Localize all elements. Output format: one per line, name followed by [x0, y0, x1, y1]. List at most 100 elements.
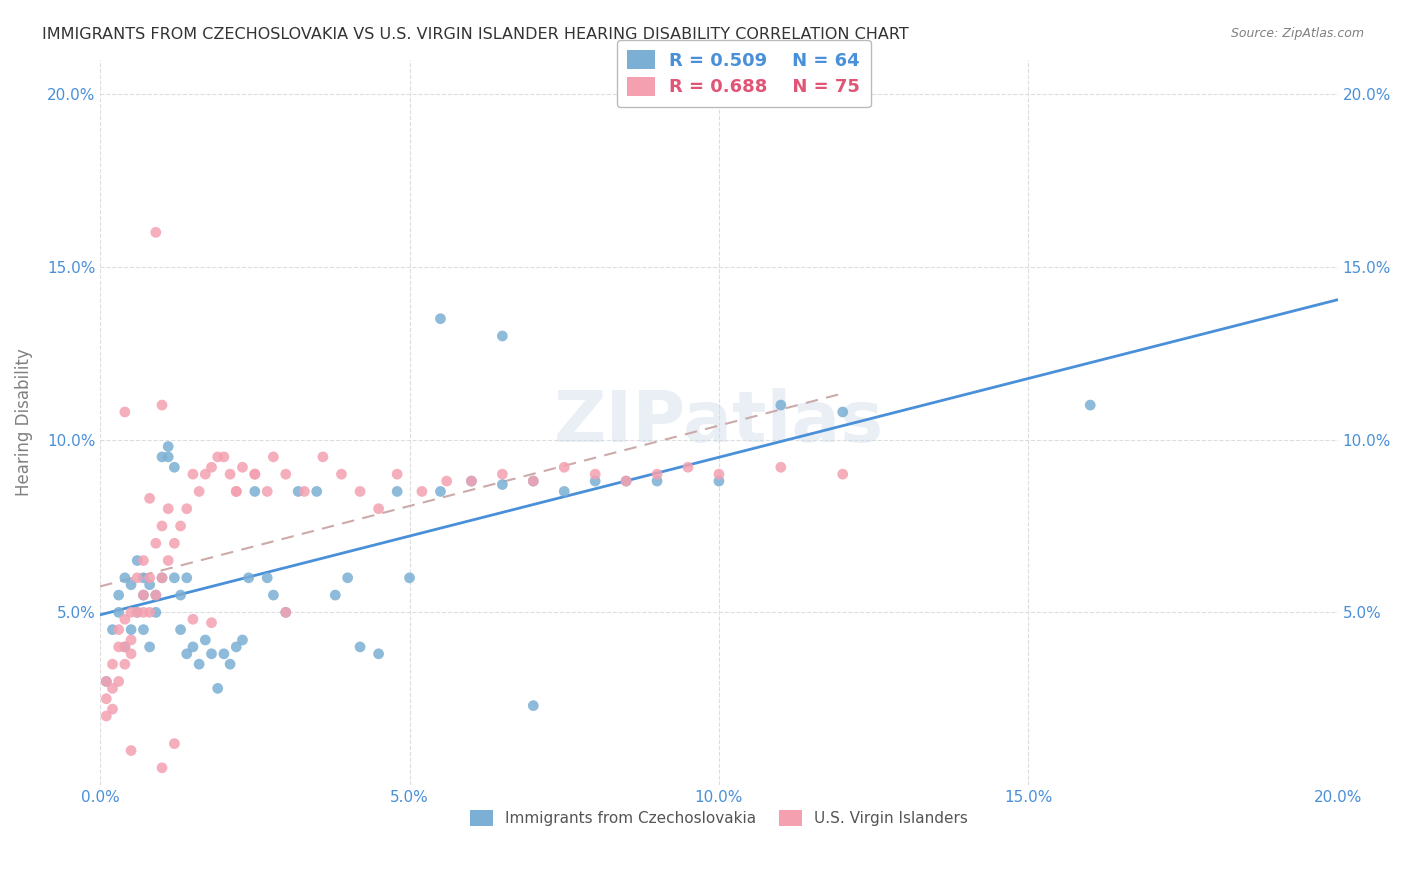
Point	[243, 467, 266, 482]
Point	[132, 571, 155, 585]
Point	[114, 405, 136, 419]
Point	[101, 681, 124, 696]
Point	[262, 450, 284, 464]
Point	[522, 474, 544, 488]
Point	[107, 623, 129, 637]
Point	[292, 484, 315, 499]
Point	[157, 440, 180, 454]
Point	[169, 588, 191, 602]
Point	[120, 743, 142, 757]
Point	[145, 588, 167, 602]
Point	[491, 467, 513, 482]
Point	[96, 691, 118, 706]
Point	[132, 605, 155, 619]
Point	[583, 474, 606, 488]
Point	[212, 647, 235, 661]
Point	[385, 467, 408, 482]
Point	[169, 519, 191, 533]
Point	[200, 615, 222, 630]
Point	[831, 405, 853, 419]
Point	[522, 474, 544, 488]
Point	[101, 657, 124, 672]
Point	[436, 474, 458, 488]
Point	[238, 571, 260, 585]
Point	[101, 702, 124, 716]
Point	[553, 460, 575, 475]
Point	[256, 571, 278, 585]
Point	[163, 571, 186, 585]
Point	[243, 484, 266, 499]
Point	[163, 737, 186, 751]
Point	[163, 536, 186, 550]
Point	[583, 467, 606, 482]
Point	[491, 329, 513, 343]
Point	[127, 553, 149, 567]
Point	[127, 605, 149, 619]
Point	[120, 605, 142, 619]
Point	[1078, 398, 1101, 412]
Point	[107, 640, 129, 654]
Point	[96, 709, 118, 723]
Point	[107, 588, 129, 602]
Text: Source: ZipAtlas.com: Source: ZipAtlas.com	[1230, 27, 1364, 40]
Point	[243, 467, 266, 482]
Point	[274, 467, 297, 482]
Point	[194, 467, 217, 482]
Point	[645, 474, 668, 488]
Point	[219, 467, 242, 482]
Point	[349, 484, 371, 499]
Point	[305, 484, 328, 499]
Point	[207, 450, 229, 464]
Point	[207, 681, 229, 696]
Point	[96, 674, 118, 689]
Point	[200, 647, 222, 661]
Point	[138, 578, 160, 592]
Point	[349, 640, 371, 654]
Point	[145, 225, 167, 239]
Point	[176, 647, 198, 661]
Point	[460, 474, 482, 488]
Point	[150, 519, 173, 533]
Point	[107, 674, 129, 689]
Point	[188, 484, 211, 499]
Point	[114, 612, 136, 626]
Point	[120, 647, 142, 661]
Point	[157, 450, 180, 464]
Point	[181, 612, 204, 626]
Point	[398, 571, 420, 585]
Point	[181, 640, 204, 654]
Point	[150, 761, 173, 775]
Point	[367, 501, 389, 516]
Point	[194, 632, 217, 647]
Point	[274, 605, 297, 619]
Y-axis label: Hearing Disability: Hearing Disability	[15, 349, 32, 496]
Point	[614, 474, 637, 488]
Point	[212, 450, 235, 464]
Point	[138, 605, 160, 619]
Point	[336, 571, 359, 585]
Point	[200, 460, 222, 475]
Point	[219, 657, 242, 672]
Point	[769, 398, 792, 412]
Point	[385, 484, 408, 499]
Point	[312, 450, 335, 464]
Legend: Immigrants from Czechoslovakia, U.S. Virgin Islanders: Immigrants from Czechoslovakia, U.S. Vir…	[461, 801, 977, 836]
Point	[120, 623, 142, 637]
Point	[831, 467, 853, 482]
Point	[262, 588, 284, 602]
Point	[101, 623, 124, 637]
Point	[676, 460, 699, 475]
Point	[157, 501, 180, 516]
Point	[330, 467, 353, 482]
Point	[169, 623, 191, 637]
Point	[429, 484, 451, 499]
Point	[145, 536, 167, 550]
Point	[491, 477, 513, 491]
Point	[225, 484, 247, 499]
Point	[132, 588, 155, 602]
Point	[132, 588, 155, 602]
Point	[114, 657, 136, 672]
Point	[150, 571, 173, 585]
Point	[157, 553, 180, 567]
Point	[645, 467, 668, 482]
